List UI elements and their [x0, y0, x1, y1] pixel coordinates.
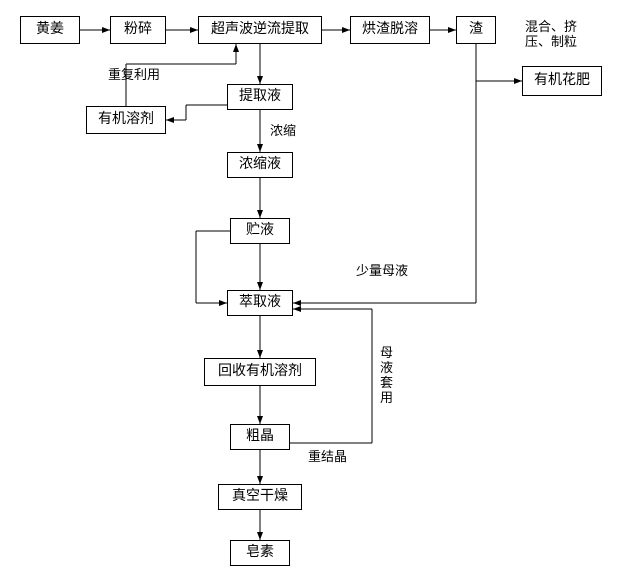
- node-label: 粗晶: [246, 429, 274, 444]
- node-label: 烘渣脱溶: [362, 22, 418, 37]
- node-label: 浓缩液: [239, 157, 281, 172]
- node-label: 贮液: [246, 223, 274, 238]
- node-label: 萃取液: [239, 295, 281, 310]
- node-zaosu: 皂素: [230, 540, 290, 566]
- node-huishou: 回收有机溶剂: [204, 358, 316, 386]
- node-label: 有机溶剂: [98, 112, 154, 127]
- label-chongfu: 重复利用: [108, 68, 160, 83]
- node-nongsuoye: 浓缩液: [227, 152, 293, 178]
- label-chongjiejing: 重结晶: [308, 450, 347, 465]
- node-label: 渣: [469, 22, 483, 37]
- label-muyetaoyong: 母 液 套 用: [380, 346, 393, 406]
- node-label: 真空干燥: [232, 489, 288, 504]
- node-fensui: 粉碎: [110, 16, 166, 44]
- node-label: 黄姜: [36, 22, 64, 37]
- node-zhenkong: 真空干燥: [218, 484, 302, 510]
- label-hunhe: 混合、挤 压、制粒: [525, 20, 577, 50]
- node-label: 回收有机溶剂: [218, 364, 302, 379]
- node-label: 超声波逆流提取: [211, 22, 309, 37]
- node-label: 提取液: [239, 89, 281, 104]
- node-label: 粉碎: [124, 22, 152, 37]
- node-cujing: 粗晶: [230, 424, 290, 450]
- node-label: 皂素: [246, 545, 274, 560]
- node-chaoshengbo: 超声波逆流提取: [198, 16, 322, 44]
- flowchart-canvas: 黄姜 粉碎 超声波逆流提取 烘渣脱溶 渣有机花肥有机溶剂 提取液浓缩液贮液萃取液回收有机溶…: [0, 0, 622, 568]
- node-youjirongji: 有机溶剂: [86, 106, 166, 134]
- node-tiquye: 提取液: [227, 84, 293, 110]
- node-hongzha: 烘渣脱溶: [350, 16, 430, 44]
- node-zha: 渣: [456, 16, 496, 44]
- label-shaoliang: 少量母液: [356, 264, 408, 279]
- node-label: 有机花肥: [534, 73, 590, 88]
- node-cuiquye: 萃取液: [227, 290, 293, 316]
- node-zhuye: 贮液: [230, 218, 290, 244]
- node-huangjiang: 黄姜: [20, 16, 80, 44]
- label-nongsuo: 浓缩: [270, 124, 296, 139]
- node-youjihuafei: 有机花肥: [522, 66, 602, 96]
